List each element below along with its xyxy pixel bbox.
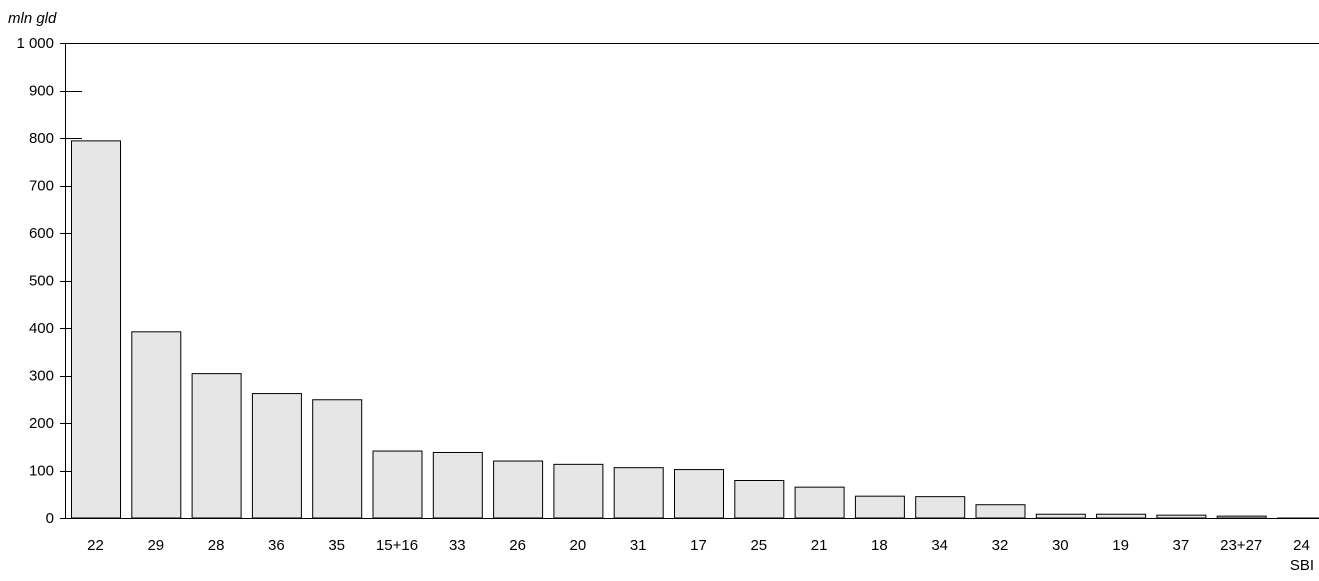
bar-31 [613, 467, 664, 519]
bar-25 [734, 480, 785, 519]
bar-28 [191, 373, 242, 519]
bar-17 [674, 469, 724, 519]
x-tick-label: 20 [570, 537, 587, 554]
bar-20 [553, 463, 604, 519]
x-tick-label: 37 [1173, 537, 1190, 554]
x-axis-tick-labels: 22 29 28 36 35 15+16 33 26 20 31 17 25 21 18 34 32 30 19 3… [87, 537, 1310, 554]
bar-19 [1096, 513, 1147, 519]
bar-29 [131, 331, 182, 519]
y-tick-label: 600 [29, 225, 54, 242]
bars [71, 140, 1319, 520]
y-axis-title: mln gld [8, 10, 57, 27]
x-tick-label: 17 [690, 537, 707, 554]
bar-35 [312, 399, 363, 519]
x-tick-label: 31 [630, 537, 647, 554]
x-tick-label: 28 [208, 537, 225, 554]
x-tick-label: 25 [750, 537, 767, 554]
x-tick-label: 22 [87, 537, 104, 554]
x-tick-label: 23+27 [1220, 537, 1262, 554]
x-tick-label: 19 [1112, 537, 1129, 554]
y-tick-label: 500 [29, 273, 54, 290]
y-tick-label: 700 [29, 178, 54, 195]
x-tick-label: 26 [509, 537, 526, 554]
x-tick-label: 18 [871, 537, 888, 554]
x-tick-label: 15+16 [376, 537, 418, 554]
y-tick-label: 900 [29, 83, 54, 100]
x-tick-label: 30 [1052, 537, 1069, 554]
x-tick-label: 36 [268, 537, 285, 554]
y-tick-label: 800 [29, 130, 54, 147]
bar-18 [854, 495, 905, 519]
bar-23-27 [1216, 515, 1267, 519]
x-tick-label: 29 [147, 537, 164, 554]
y-tick-label: 0 [46, 510, 54, 527]
bar-32 [975, 504, 1026, 519]
x-tick-label: 35 [328, 537, 345, 554]
x-tick-label: 33 [449, 537, 466, 554]
x-tick-label: 32 [992, 537, 1009, 554]
bar-37 [1156, 514, 1207, 519]
y-tick-label: 100 [29, 463, 54, 480]
bar-21 [794, 486, 845, 519]
x-axis-title: SBI [1290, 557, 1314, 574]
bar-26 [493, 460, 544, 519]
bar-22 [71, 140, 121, 519]
x-tick-label: 24 [1293, 537, 1310, 554]
y-tick-label: 1 000 [16, 35, 54, 52]
x-tick-label: 34 [931, 537, 948, 554]
y-tick-label: 400 [29, 320, 54, 337]
bar-30 [1035, 513, 1086, 519]
bar-34 [915, 496, 966, 519]
bar-36 [251, 393, 302, 519]
bar-15-16 [372, 450, 423, 519]
bar-33 [432, 451, 483, 519]
y-tick-label: 200 [29, 415, 54, 432]
y-tick-label: 300 [29, 368, 54, 385]
x-tick-label: 21 [811, 537, 828, 554]
